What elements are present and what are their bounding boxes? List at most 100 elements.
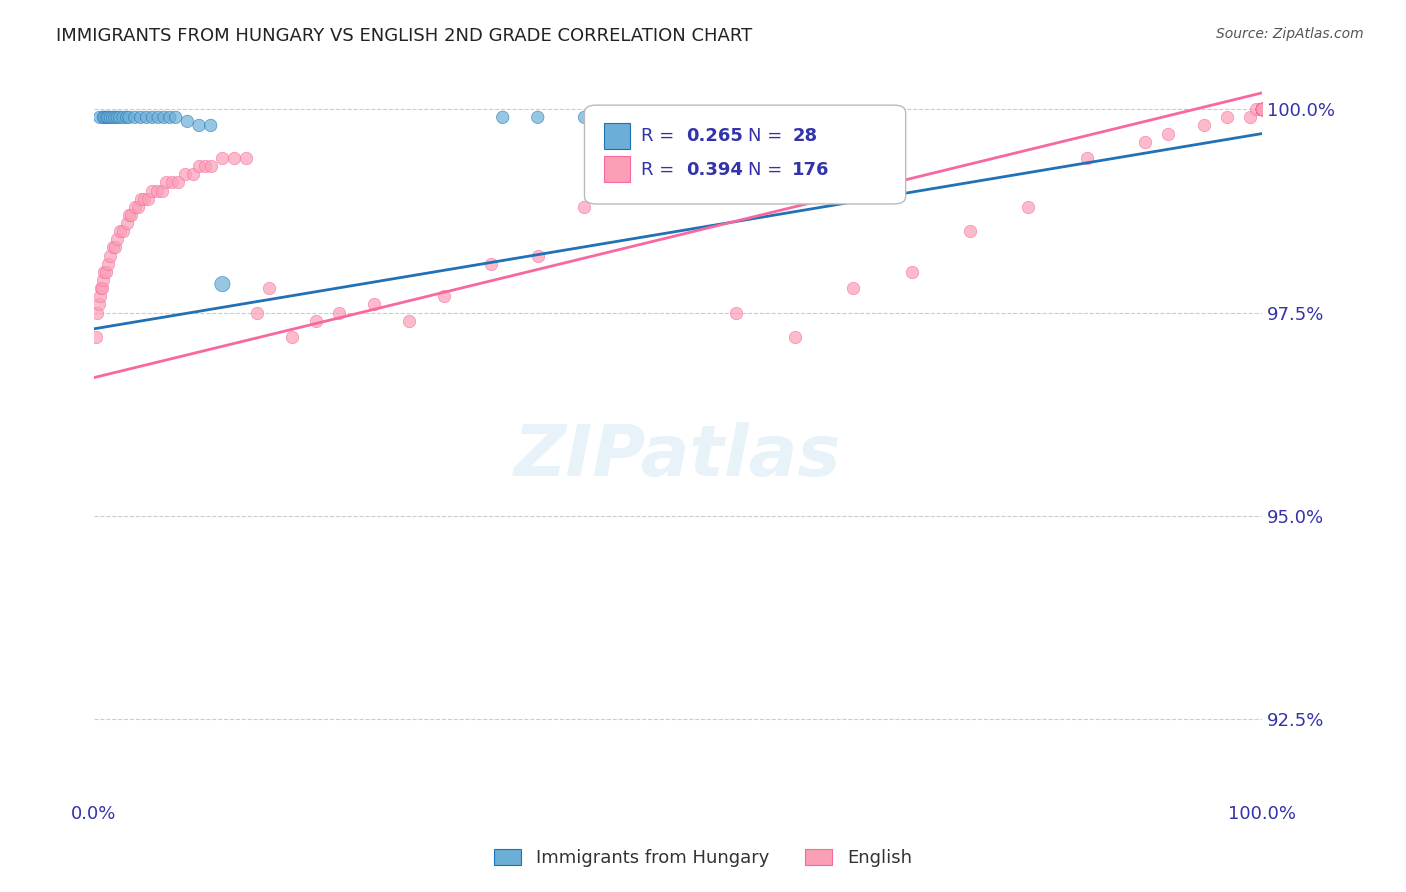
Text: 0.394: 0.394 [686,161,742,178]
Point [1251,102,1274,116]
Point [1251,102,1274,116]
Point [1251,102,1274,116]
Point [194,159,217,173]
Point [492,111,515,125]
Point [104,111,127,125]
Point [725,305,748,319]
Point [124,200,146,214]
Point [1251,102,1274,116]
Point [1251,102,1274,116]
Point [1251,102,1274,116]
Point [98,249,121,263]
Point [1251,102,1274,116]
Point [118,208,141,222]
Point [398,314,420,328]
Legend: Immigrants from Hungary, English: Immigrants from Hungary, English [486,841,920,874]
Point [235,151,257,165]
Point [1251,102,1274,116]
FancyBboxPatch shape [605,123,630,149]
Point [153,111,176,125]
Point [97,257,120,271]
Point [1251,102,1274,116]
Point [84,330,107,344]
Point [91,273,114,287]
Point [1251,102,1274,116]
Point [1251,102,1274,116]
Point [1017,200,1039,214]
Point [136,192,159,206]
Point [1251,102,1274,116]
Point [108,111,131,125]
Point [1251,102,1274,116]
Point [1251,102,1274,116]
Point [574,111,596,125]
Point [1251,102,1274,116]
Point [118,111,141,125]
Point [1251,102,1274,116]
Point [1239,111,1261,125]
Point [129,192,152,206]
Point [526,111,548,125]
Point [176,114,198,128]
Point [1251,102,1274,116]
Point [86,305,108,319]
FancyBboxPatch shape [605,156,630,182]
Point [1251,102,1274,116]
Point [1251,102,1274,116]
Point [165,111,187,125]
Point [97,111,120,125]
Point [363,297,385,311]
Point [211,277,233,291]
Point [105,111,128,125]
Point [1251,102,1274,116]
Point [222,151,245,165]
Point [1251,102,1274,116]
Point [1251,102,1274,116]
Point [1251,102,1274,116]
Point [188,119,211,133]
Point [1251,102,1274,116]
Point [1251,102,1274,116]
Text: 176: 176 [793,161,830,178]
Point [1251,102,1274,116]
Point [1251,102,1274,116]
Point [1251,102,1274,116]
Point [96,111,118,125]
Point [188,159,211,173]
Point [89,111,111,125]
Point [1251,102,1274,116]
Point [666,175,689,189]
Point [1251,102,1274,116]
Point [167,175,190,189]
Point [1251,102,1274,116]
Point [1251,102,1274,116]
Point [1251,102,1274,116]
Point [1251,102,1274,116]
Point [1251,102,1274,116]
Point [1244,102,1267,116]
Point [574,200,596,214]
Point [150,184,173,198]
Point [1251,102,1274,116]
Point [1251,102,1274,116]
Text: Source: ZipAtlas.com: Source: ZipAtlas.com [1216,27,1364,41]
Point [1251,102,1274,116]
Point [1251,102,1274,116]
Point [1251,102,1274,116]
Point [112,224,135,238]
Point [127,200,149,214]
Point [1251,102,1274,116]
Text: 0.265: 0.265 [686,127,742,145]
Point [1251,102,1274,116]
Point [159,111,181,125]
Point [1251,102,1274,116]
Point [526,249,548,263]
Point [1133,135,1156,149]
Point [1251,102,1274,116]
Text: 28: 28 [793,127,817,145]
Point [1251,102,1274,116]
Point [181,167,204,181]
Point [1251,102,1274,116]
Point [1251,102,1274,116]
Point [120,208,142,222]
